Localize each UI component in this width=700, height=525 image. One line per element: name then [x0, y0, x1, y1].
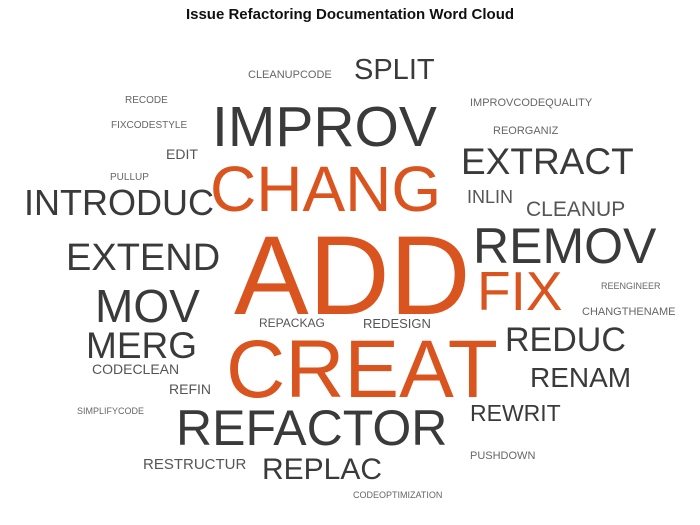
word-creat: CREAT	[226, 324, 498, 415]
word-edit: EDIT	[166, 146, 198, 162]
word-fixcodestyle: FIXCODESTYLE	[111, 120, 188, 131]
word-cleanup: CLEANUP	[526, 198, 626, 221]
word-changthename: CHANGTHENAME	[582, 306, 676, 318]
word-extend: EXTEND	[66, 237, 221, 279]
word-pushdown: PUSHDOWN	[470, 450, 536, 462]
word-recode: RECODE	[125, 95, 168, 106]
word-reduc: REDUC	[505, 321, 626, 359]
word-renam: RENAM	[530, 362, 632, 393]
word-fix: FIX	[477, 260, 563, 322]
word-refin: REFIN	[169, 381, 211, 397]
word-mov: MOV	[95, 280, 200, 332]
word-codeclean: CODECLEAN	[92, 361, 180, 377]
word-restructur: RESTRUCTUR	[143, 456, 247, 473]
word-pullup: PULLUP	[110, 172, 149, 183]
word-extract: EXTRACT	[461, 141, 634, 182]
chart-title: Issue Refactoring Documentation Word Clo…	[185, 6, 515, 23]
word-improv: IMPROV	[212, 95, 437, 159]
word-reorganiz: REORGANIZ	[493, 125, 559, 137]
word-redesign: REDESIGN	[363, 316, 431, 331]
word-refactor: REFACTOR	[176, 400, 448, 456]
word-simplifycode: SIMPLIFYCODE	[77, 406, 145, 416]
word-repackag: REPACKAG	[259, 316, 325, 330]
word-split: SPLIT	[354, 54, 435, 86]
word-add: ADD	[234, 213, 471, 338]
word-remov: REMOV	[473, 218, 657, 274]
word-introduc: INTRODUC	[24, 182, 214, 223]
word-replac: REPLAC	[262, 453, 383, 486]
word-improvcodequality: IMPROVCODEQUALITY	[470, 97, 593, 109]
word-rewrit: REWRIT	[470, 400, 561, 426]
word-inlin: INLIN	[467, 187, 514, 207]
word-merg: MERG	[86, 325, 197, 366]
word-cleanupcode: CLEANUPCODE	[248, 69, 332, 81]
word-reengineer: REENGINEER	[601, 281, 661, 291]
word-codeoptimization: CODEOPTIMIZATION	[353, 490, 443, 500]
word-chang: CHANG	[210, 153, 442, 225]
